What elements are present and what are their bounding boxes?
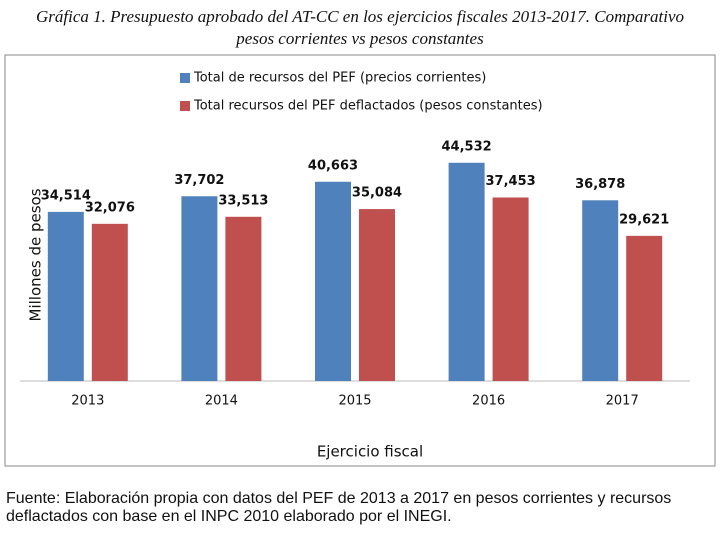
bar — [315, 181, 351, 381]
bar — [181, 196, 218, 381]
value-label: 40,663 — [308, 158, 358, 173]
value-label: 33,513 — [218, 193, 268, 208]
value-label: 37,702 — [174, 173, 224, 188]
value-label: 32,076 — [85, 200, 135, 215]
bar — [626, 235, 663, 381]
bar — [448, 162, 485, 381]
bar — [47, 211, 84, 381]
x-tick-label: 2015 — [338, 394, 371, 409]
value-label: 37,453 — [486, 174, 536, 189]
bar — [225, 216, 262, 381]
value-label: 36,878 — [575, 177, 625, 192]
legend-label: Total recursos del PEF deflactados (peso… — [193, 99, 543, 114]
x-tick-label: 2017 — [606, 394, 639, 409]
x-tick-label: 2016 — [472, 394, 505, 409]
value-label: 44,532 — [442, 139, 492, 154]
bar — [359, 209, 395, 381]
value-label: 29,621 — [619, 212, 669, 227]
legend-label: Total de recursos del PEF (precios corri… — [193, 71, 486, 86]
bar — [492, 197, 529, 381]
y-axis-label: Millones de pesos — [27, 188, 45, 321]
x-axis-label: Ejercicio fiscal — [317, 443, 423, 461]
value-label: 34,514 — [41, 188, 91, 203]
value-label: 35,084 — [352, 186, 402, 201]
bar — [91, 223, 128, 381]
x-tick-label: 2014 — [205, 394, 238, 409]
x-tick-label: 2013 — [71, 394, 104, 409]
chart-title: Gráfica 1. Presupuesto aprobado del AT-C… — [36, 7, 684, 48]
bar — [582, 200, 619, 381]
legend-swatch — [180, 73, 190, 83]
chart-frame — [4, 54, 716, 467]
chart: Millones de pesos Ejercicio fiscal Total… — [4, 54, 716, 467]
legend-swatch — [180, 101, 190, 111]
source-note: Fuente: Elaboración propia con datos del… — [6, 490, 672, 525]
